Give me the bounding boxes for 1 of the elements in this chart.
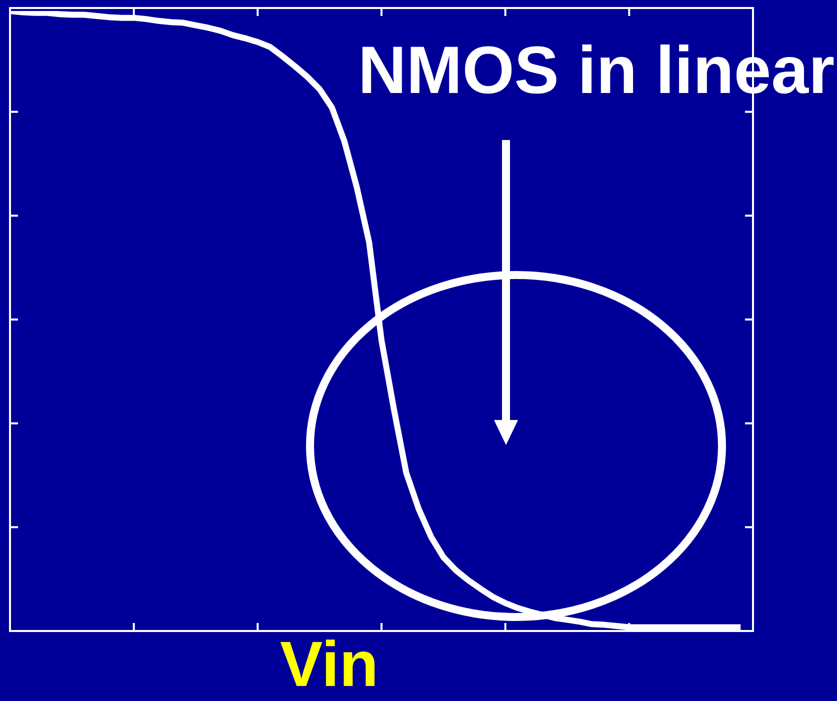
x-axis-title: Vin [280, 628, 378, 700]
